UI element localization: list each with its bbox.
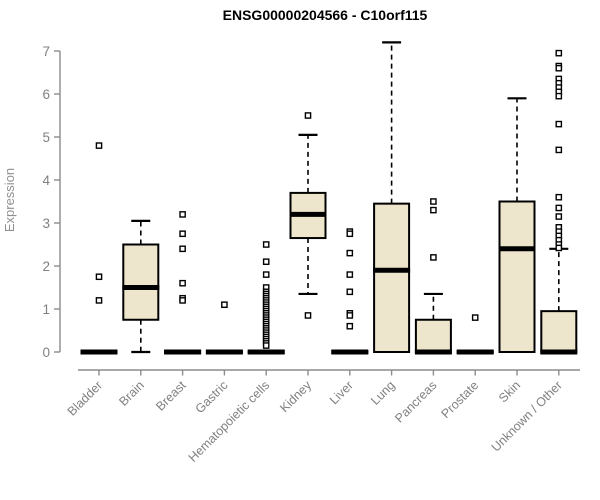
x-axis-label: Skin — [496, 378, 523, 405]
y-axis-title: Expression — [2, 168, 17, 232]
outlier-point — [555, 92, 563, 100]
x-axis-label: Unknown / Other — [489, 378, 565, 454]
y-tick-label: 4 — [42, 173, 50, 188]
outlier-point — [471, 314, 479, 321]
outlier-point — [262, 342, 270, 349]
outlier-point — [555, 146, 563, 154]
boxplot-brain — [122, 219, 160, 354]
y-tick-label: 2 — [42, 259, 50, 274]
box — [540, 310, 578, 353]
outlier-point — [304, 112, 312, 119]
outlier-point — [555, 49, 563, 57]
outlier-point — [346, 271, 354, 278]
x-axis-label: Brain — [116, 378, 147, 409]
boxplot-prostate — [456, 314, 494, 355]
outlier-point — [555, 204, 563, 212]
outlier-point — [95, 297, 103, 304]
outlier-point — [179, 230, 186, 238]
outlier-point — [346, 230, 354, 238]
boxplot-bladder — [80, 142, 118, 355]
outlier-point — [179, 211, 186, 218]
outlier-point — [430, 254, 437, 261]
boxplot-unknown-other — [540, 49, 578, 355]
boxplot-pancreas — [414, 198, 452, 355]
x-axis-label: Liver — [327, 378, 356, 407]
outlier-point — [346, 312, 354, 319]
y-tick-label: 3 — [42, 216, 50, 231]
box — [414, 318, 452, 353]
outlier-point — [555, 213, 563, 220]
outlier-point — [346, 288, 354, 296]
x-axis-label: Kidney — [277, 378, 314, 415]
outlier-point — [262, 241, 270, 248]
x-axis-label: Hematopoietic cells — [186, 378, 273, 465]
y-tick-label: 5 — [42, 130, 50, 145]
x-axis-label: Breast — [153, 378, 189, 414]
y-tick-label: 6 — [42, 87, 50, 102]
boxplot-series — [80, 41, 578, 355]
outlier-point — [346, 322, 354, 330]
outlier-point — [95, 142, 103, 149]
outlier-point — [179, 279, 186, 287]
outlier-point — [179, 245, 186, 253]
boxplot-hematopoietic-cells — [247, 241, 285, 355]
boxplot-gastric — [205, 301, 243, 355]
box — [498, 200, 536, 353]
x-axis-label: Bladder — [65, 378, 105, 418]
outlier-point — [430, 206, 437, 214]
outlier-point — [555, 120, 563, 128]
x-axis-label: Gastric — [193, 378, 231, 416]
boxplot-skin — [498, 97, 536, 353]
y-tick-label: 1 — [42, 302, 50, 317]
boxplot-lung — [373, 41, 411, 353]
outlier-point — [262, 271, 270, 278]
boxplot-liver — [331, 228, 369, 355]
chart-title: ENSG00000204566 - C10orf115 — [223, 7, 428, 23]
box — [373, 202, 411, 353]
y-tick-label: 0 — [42, 345, 50, 360]
outlier-point — [555, 244, 563, 252]
x-axis-label: Lung — [368, 378, 398, 408]
y-tick-label: 7 — [42, 44, 50, 59]
boxplot-breast — [164, 211, 202, 355]
outlier-point — [555, 64, 563, 72]
outlier-point — [179, 297, 186, 304]
outlier-point — [304, 312, 312, 319]
x-axis-label: Pancreas — [392, 378, 439, 425]
boxplot-kidney — [289, 112, 327, 319]
outlier-point — [95, 273, 103, 281]
outlier-point — [346, 249, 354, 257]
outlier-point — [262, 258, 270, 266]
box — [122, 243, 160, 321]
outlier-point — [555, 193, 563, 201]
x-axis-label: Prostate — [438, 378, 481, 421]
outlier-point — [430, 198, 437, 205]
outlier-point — [221, 301, 228, 309]
